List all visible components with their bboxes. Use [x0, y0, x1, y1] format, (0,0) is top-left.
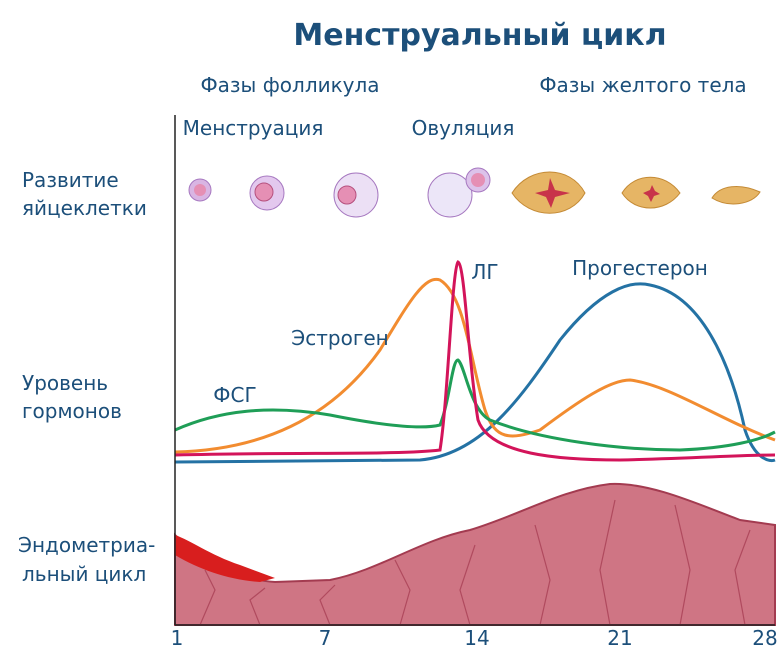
hormone-label: ЛГ: [471, 260, 498, 284]
hormone-label: Эстроген: [291, 326, 388, 350]
hormone-label: Прогестерон: [572, 256, 708, 280]
lh-curve: [174, 260, 776, 462]
row-label: Развитие: [22, 168, 119, 192]
hormone-label: ФСГ: [213, 383, 256, 407]
estrogen-curve: [174, 277, 776, 454]
day-label: 7: [319, 626, 332, 650]
day-label: 14: [464, 626, 489, 650]
row-label: Эндометриа-: [18, 533, 155, 557]
row-label: льный цикл: [22, 562, 146, 586]
day-label: 1: [171, 626, 184, 650]
progesterone-curve: [174, 282, 776, 464]
row-label: яйцеклетки: [22, 196, 147, 220]
event-label: Овуляция: [412, 116, 515, 140]
row-label: Уровень: [22, 371, 108, 395]
row-label: гормонов: [22, 399, 122, 423]
endometrium-texture: [199, 499, 751, 626]
egg-stages: [188, 167, 761, 218]
phase-label: Фазы фолликула: [200, 73, 379, 97]
menstruation-blood: [175, 535, 275, 582]
phase-label: Фазы желтого тела: [539, 73, 746, 97]
day-label: 21: [607, 626, 632, 650]
title: Менструальный цикл: [293, 18, 666, 53]
event-label: Менструация: [183, 116, 324, 140]
day-label: 28: [752, 626, 777, 650]
fsh-curve: [174, 358, 776, 452]
endometrium: [174, 482, 776, 626]
